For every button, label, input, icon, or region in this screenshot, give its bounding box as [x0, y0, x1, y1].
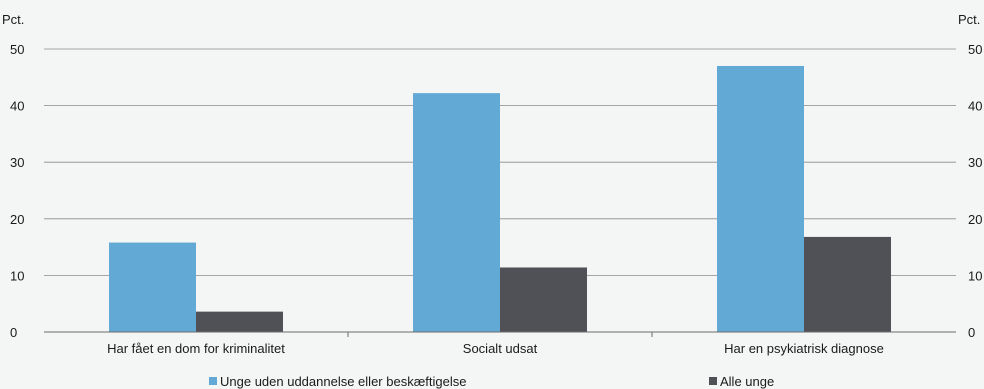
x-category-label: Har fået en dom for kriminalitet	[107, 341, 285, 356]
bar-all-youth	[804, 236, 891, 332]
bars	[109, 65, 891, 332]
y-tick-label-right: 0	[968, 325, 975, 340]
y-tick-label-left: 10	[10, 268, 24, 283]
legend-label: Unge uden uddannelse eller beskæftigelse	[220, 374, 466, 389]
legend-label: Alle unge	[720, 374, 774, 389]
x-category-label: Har en psykiatrisk diagnose	[724, 341, 884, 356]
bar-all-youth	[196, 311, 283, 332]
y-axis-unit-right: Pct.	[958, 12, 980, 27]
y-tick-label-right: 20	[968, 212, 982, 227]
y-tick-label-left: 0	[10, 325, 17, 340]
y-tick-label-left: 30	[10, 155, 24, 170]
y-tick-label-left: 50	[10, 42, 24, 57]
x-category-label: Socialt udsat	[463, 341, 538, 356]
y-tick-label-right: 30	[968, 155, 982, 170]
y-tick-label-left: 20	[10, 212, 24, 227]
legend: Unge uden uddannelse eller beskæftigelse…	[209, 374, 774, 389]
bar-neet	[413, 93, 500, 332]
legend-swatch	[209, 377, 217, 385]
bar-neet	[717, 65, 804, 332]
y-tick-label-right: 50	[968, 42, 982, 57]
bar-all-youth	[500, 267, 587, 332]
y-axis-unit-left: Pct.	[2, 12, 24, 27]
y-tick-label-right: 10	[968, 268, 982, 283]
axes: 0 0 10 10 20 20 30 30 40 40 50 50 Har fået en dom fo…	[10, 42, 982, 356]
y-tick-label-right: 40	[968, 99, 982, 114]
legend-swatch	[709, 377, 717, 385]
bar-neet	[109, 242, 196, 332]
y-tick-label-left: 40	[10, 99, 24, 114]
